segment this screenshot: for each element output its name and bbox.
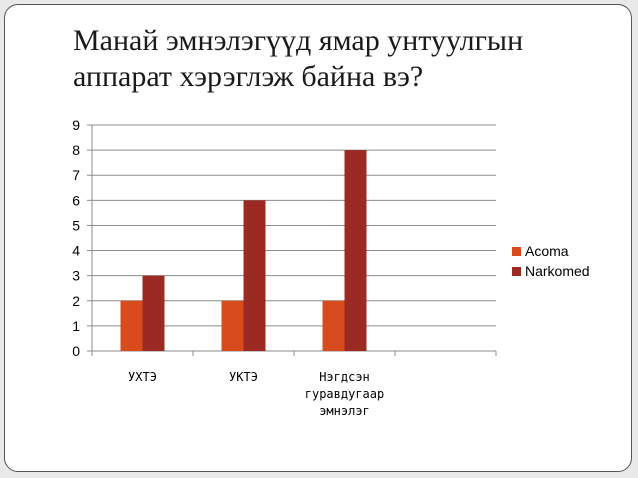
y-tick-label: 3 xyxy=(72,268,80,284)
x-category-label: гуравдугаар xyxy=(305,387,384,401)
x-axis-category-labels: УХТЭ УКТЭ Нэгдсэн гуравдугаар эмнэлэг xyxy=(128,370,384,418)
bar-acoma xyxy=(120,300,143,351)
slide-title-line-1: Манай эмнэлэгүүд ямар унтуулгын xyxy=(73,24,524,57)
x-category-label: Нэгдсэн xyxy=(319,370,370,384)
y-tick-label: 6 xyxy=(72,192,80,208)
y-tick-label: 7 xyxy=(72,167,80,183)
chart-bars xyxy=(120,150,367,351)
bar-narkomed xyxy=(344,150,367,351)
bar-acoma xyxy=(221,300,244,351)
y-tick-label: 8 xyxy=(72,142,80,158)
legend-swatch-acoma xyxy=(512,247,521,256)
bar-narkomed xyxy=(142,275,165,351)
legend-label-acoma: Acoma xyxy=(525,243,569,259)
bar-narkomed xyxy=(243,200,266,351)
slide-title-line-2: аппарат хэрэглэж байна вэ? xyxy=(73,60,424,93)
y-tick-label: 4 xyxy=(72,243,80,259)
legend-label-narkomed: Narkomed xyxy=(525,263,590,279)
x-category-label: эмнэлэг xyxy=(319,404,370,418)
y-tick-label: 9 xyxy=(72,117,80,133)
y-tick-label: 2 xyxy=(72,293,80,309)
y-tick-label: 1 xyxy=(72,318,80,334)
x-category-label: УКТЭ xyxy=(229,370,258,384)
y-axis-tick-labels: 0 1 2 3 4 5 6 7 8 9 xyxy=(72,117,80,359)
x-category-label: УХТЭ xyxy=(128,370,157,384)
slide-frame: Манай эмнэлэгүүд ямар унтуулгын аппарат … xyxy=(4,4,632,472)
chart-legend: Acoma Narkomed xyxy=(512,243,590,279)
slide-title: Манай эмнэлэгүүд ямар унтуулгын аппарат … xyxy=(73,23,613,95)
y-tick-label: 5 xyxy=(72,217,80,233)
bar-acoma xyxy=(322,300,345,351)
y-tick-label: 0 xyxy=(72,343,80,359)
legend-swatch-narkomed xyxy=(512,267,521,276)
